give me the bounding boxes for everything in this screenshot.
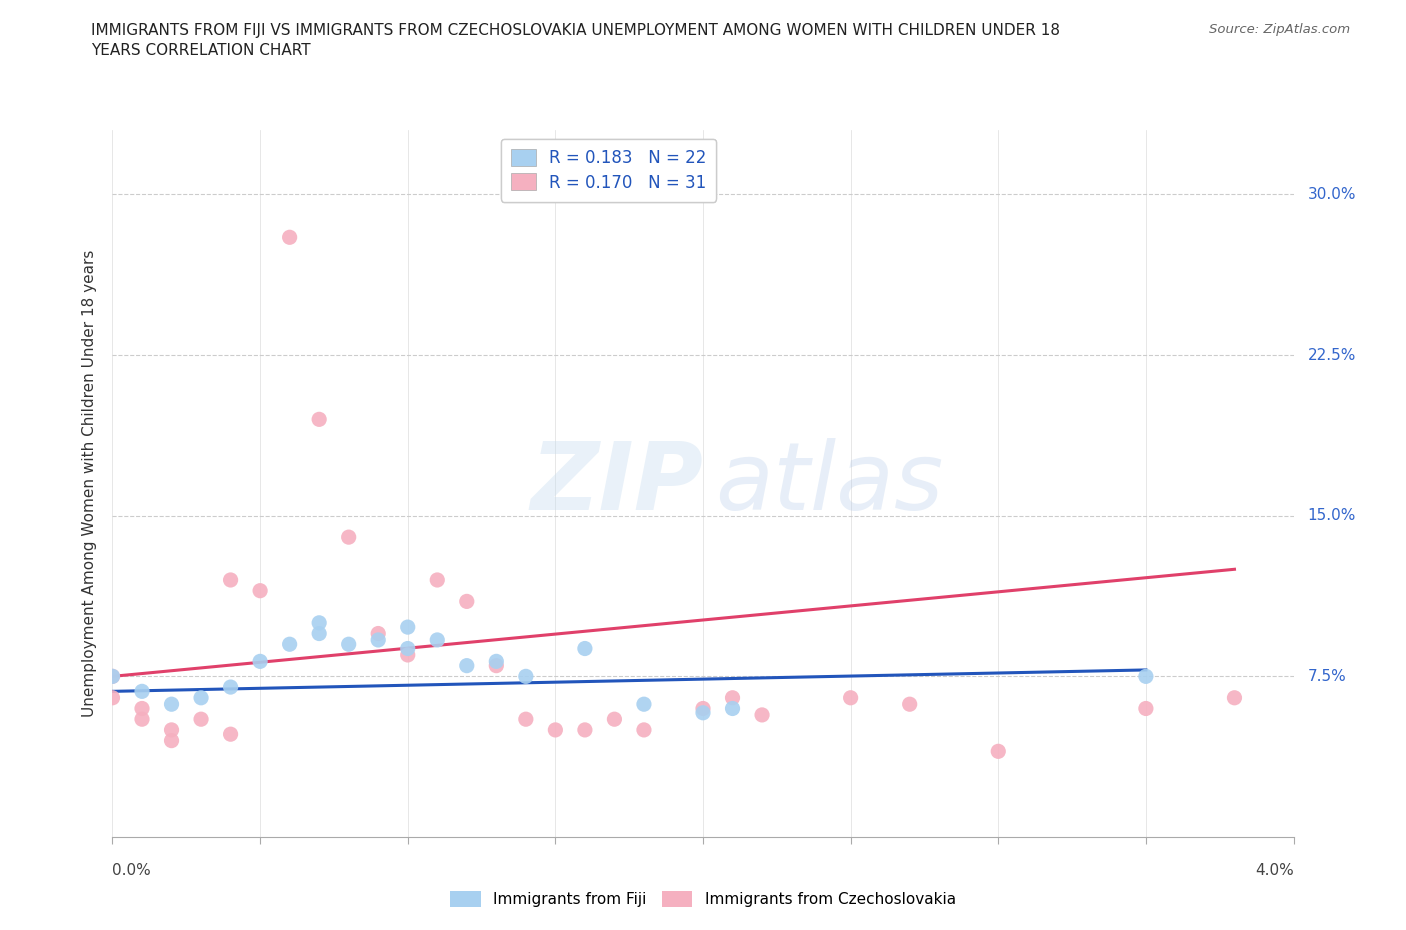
Point bbox=[574, 723, 596, 737]
Point bbox=[515, 669, 537, 684]
Point bbox=[190, 711, 212, 726]
Point bbox=[396, 619, 419, 634]
Point bbox=[249, 654, 271, 669]
Point bbox=[692, 701, 714, 716]
Legend: Immigrants from Fiji, Immigrants from Czechoslovakia: Immigrants from Fiji, Immigrants from Cz… bbox=[444, 884, 962, 913]
Point bbox=[426, 632, 449, 647]
Text: 15.0%: 15.0% bbox=[1308, 508, 1355, 524]
Point bbox=[101, 690, 124, 705]
Point bbox=[219, 573, 242, 588]
Text: 0.0%: 0.0% bbox=[112, 863, 152, 878]
Point bbox=[131, 711, 153, 726]
Text: 4.0%: 4.0% bbox=[1254, 863, 1294, 878]
Point bbox=[456, 594, 478, 609]
Point bbox=[485, 658, 508, 673]
Point bbox=[131, 701, 153, 716]
Text: 30.0%: 30.0% bbox=[1308, 187, 1357, 202]
Point bbox=[751, 708, 773, 723]
Point bbox=[160, 723, 183, 737]
Point bbox=[987, 744, 1010, 759]
Point bbox=[485, 654, 508, 669]
Legend: R = 0.183   N = 22, R = 0.170   N = 31: R = 0.183 N = 22, R = 0.170 N = 31 bbox=[501, 139, 717, 202]
Point bbox=[633, 723, 655, 737]
Text: IMMIGRANTS FROM FIJI VS IMMIGRANTS FROM CZECHOSLOVAKIA UNEMPLOYMENT AMONG WOMEN : IMMIGRANTS FROM FIJI VS IMMIGRANTS FROM … bbox=[91, 23, 1060, 58]
Point bbox=[219, 726, 242, 741]
Point bbox=[721, 701, 744, 716]
Point bbox=[278, 230, 301, 245]
Point bbox=[308, 626, 330, 641]
Point bbox=[1135, 669, 1157, 684]
Point bbox=[160, 733, 183, 748]
Point bbox=[721, 690, 744, 705]
Point bbox=[396, 647, 419, 662]
Point bbox=[396, 641, 419, 656]
Point bbox=[219, 680, 242, 695]
Point bbox=[898, 697, 921, 711]
Point bbox=[456, 658, 478, 673]
Point bbox=[190, 690, 212, 705]
Point bbox=[367, 632, 389, 647]
Point bbox=[308, 616, 330, 631]
Point bbox=[633, 697, 655, 711]
Point bbox=[367, 626, 389, 641]
Text: 7.5%: 7.5% bbox=[1308, 669, 1347, 684]
Point bbox=[839, 690, 862, 705]
Point bbox=[278, 637, 301, 652]
Point bbox=[101, 669, 124, 684]
Y-axis label: Unemployment Among Women with Children Under 18 years: Unemployment Among Women with Children U… bbox=[82, 250, 97, 717]
Point bbox=[337, 637, 360, 652]
Point bbox=[426, 573, 449, 588]
Text: atlas: atlas bbox=[714, 438, 943, 529]
Point bbox=[603, 711, 626, 726]
Text: Source: ZipAtlas.com: Source: ZipAtlas.com bbox=[1209, 23, 1350, 36]
Point bbox=[131, 684, 153, 698]
Text: ZIP: ZIP bbox=[530, 438, 703, 529]
Point bbox=[1223, 690, 1246, 705]
Point bbox=[337, 530, 360, 545]
Point bbox=[515, 711, 537, 726]
Point bbox=[249, 583, 271, 598]
Point bbox=[574, 641, 596, 656]
Point bbox=[1135, 701, 1157, 716]
Point bbox=[544, 723, 567, 737]
Point bbox=[692, 705, 714, 720]
Point bbox=[101, 669, 124, 684]
Text: 22.5%: 22.5% bbox=[1308, 348, 1355, 363]
Point bbox=[308, 412, 330, 427]
Point bbox=[160, 697, 183, 711]
